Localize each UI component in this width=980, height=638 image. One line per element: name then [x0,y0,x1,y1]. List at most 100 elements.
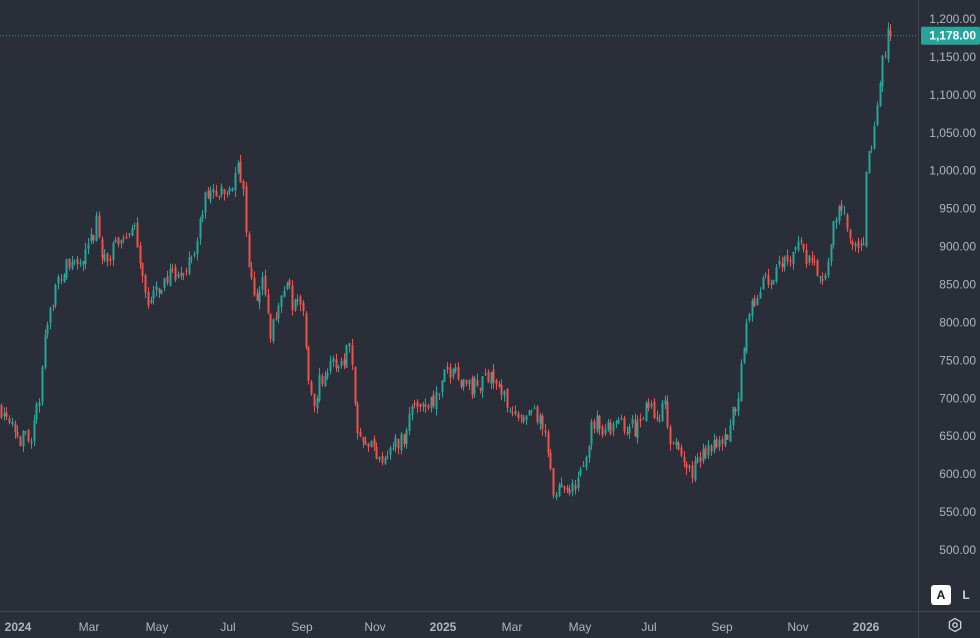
candle-body [492,369,495,383]
candle-body [386,456,389,458]
candle-body [704,447,707,458]
candle-body [362,436,365,442]
candle-body [403,434,406,444]
price-tick-label: 500.00 [939,543,976,557]
candle-body [500,384,503,395]
candle-body [811,257,814,261]
time-tick-label: Mar [79,620,100,634]
candle-body [44,335,47,368]
candle-body [718,439,721,447]
candle-body [422,403,425,407]
candle-body [481,376,484,392]
candle-body [664,399,667,405]
candle-body [348,343,351,347]
candle-body [381,455,384,463]
candle-body [364,441,367,445]
candle-body [579,469,582,476]
candle-body [220,186,223,196]
candle-body [389,448,392,456]
time-tick-label: May [146,620,169,634]
candle-body [865,171,868,247]
candle-body [332,358,335,363]
candle-body [473,377,476,394]
candle-body [375,447,378,459]
candle-body [120,240,123,244]
candle-body [310,382,313,394]
candle-body [261,276,264,290]
candle-body [887,28,890,60]
candle-body [615,421,618,423]
candle-body [762,277,765,290]
candle-body [737,398,740,412]
candle-body [242,181,245,190]
candle-body [226,192,229,194]
candle-body [258,290,261,303]
candle-body [838,206,841,221]
candle-body [577,477,580,488]
candle-body [19,436,22,447]
candle-body [199,218,202,239]
candle-body [851,241,854,246]
candle-body [272,319,275,342]
candle-body [699,456,702,462]
candle-body [753,297,756,307]
candle-body [133,224,136,226]
candle-body [163,278,166,288]
candle-body [169,268,172,286]
time-tick-label: 2026 [853,620,880,634]
candle-body [106,253,109,262]
candle-body [471,377,474,396]
candle-body [125,236,128,238]
candle-body [218,196,221,198]
candle-body [713,440,716,451]
candle-body [267,294,270,313]
candle-body [805,249,808,264]
candle-body [82,261,85,265]
last-price-label: 1,178.00 [929,29,976,43]
candle-body [726,435,729,440]
candle-body [675,441,678,446]
last-price-badge-bg [921,26,980,45]
time-tick-label: Nov [787,620,808,634]
time-tick-label: Mar [502,620,523,634]
candle-body [688,465,691,468]
candle-body [30,441,33,443]
candle-body [54,284,57,306]
candle-body [628,426,631,434]
candle-body [626,431,629,434]
chart-settings-button[interactable] [944,614,966,636]
candle-body [707,444,710,455]
price-axis[interactable] [918,0,980,638]
candle-body [256,293,259,301]
candle-body [530,410,533,412]
candle-body [661,402,664,421]
time-tick-label: Jul [641,620,656,634]
candle-body [152,290,155,299]
log-scale-button[interactable]: L [962,588,970,602]
candle-body [781,263,784,267]
candle-body [411,406,414,415]
time-tick-label: Sep [291,620,313,634]
price-tick-label: 1,100.00 [929,88,976,102]
candle-body [604,428,607,434]
candle-body [881,55,884,86]
time-tick-label: Sep [711,620,733,634]
price-tick-label: 750.00 [939,353,976,367]
candle-body [476,380,479,386]
candle-body [802,244,805,250]
price-tick-label: 1,200.00 [929,12,976,26]
candle-body [413,403,416,405]
candle-body [683,456,686,463]
candle-body [288,280,291,285]
candle-body [340,361,343,366]
candle-body [101,239,104,258]
candle-body [103,254,106,261]
auto-scale-button[interactable]: A [931,585,951,605]
candle-body [745,322,748,352]
candle-body [144,275,147,293]
candle-body [734,409,737,412]
candle-body [305,313,308,348]
candle-body [636,421,639,439]
candle-body [511,412,514,414]
